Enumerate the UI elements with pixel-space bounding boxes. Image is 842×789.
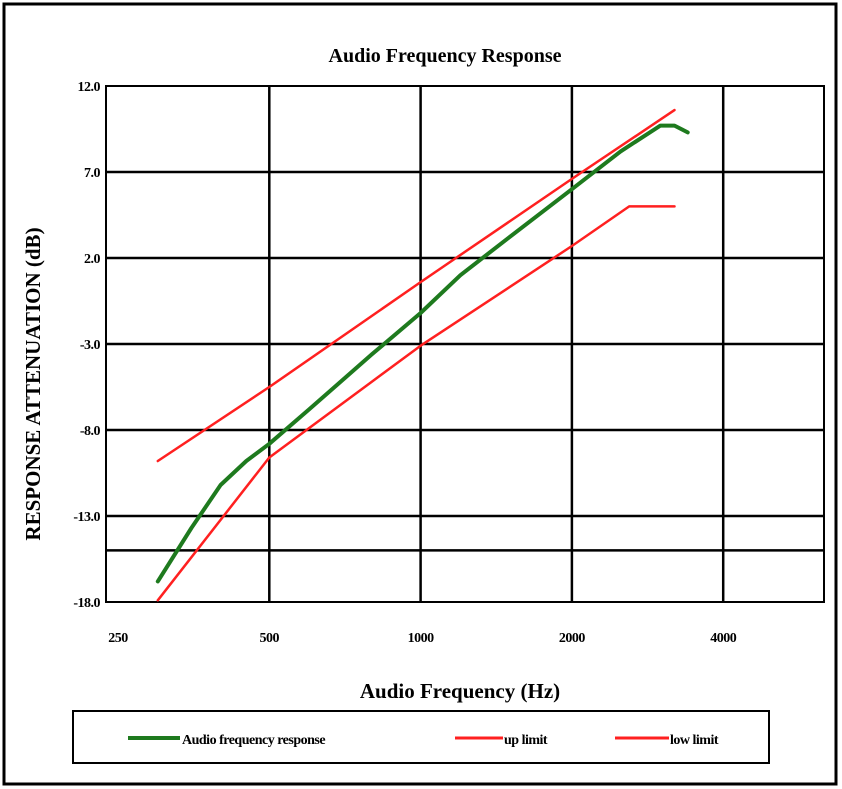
y-tick-labels: -18.0 -13.0 -8.0 -3.0 2.0 7.0 12.0 bbox=[73, 80, 101, 611]
y-axis-label: RESPONSE ATTENUATION (dB) bbox=[21, 227, 45, 540]
x-axis-label: Audio Frequency (Hz) bbox=[360, 679, 560, 703]
chart-title: Audio Frequency Response bbox=[329, 45, 562, 67]
series-layer bbox=[155, 108, 690, 602]
series-line-up-limit bbox=[156, 108, 676, 463]
x-tick-label: 1000 bbox=[408, 631, 435, 646]
y-tick-label: 12.0 bbox=[78, 80, 101, 95]
legend-box bbox=[72, 710, 770, 764]
legend-label-audio-frequency-response: Audio frequency response bbox=[182, 733, 325, 748]
x-tick-label: 500 bbox=[260, 631, 280, 646]
y-tick-label: -13.0 bbox=[73, 510, 100, 525]
legend-label-up-limit: up limit bbox=[504, 733, 548, 748]
series-line-audio-frequency-response bbox=[155, 123, 690, 584]
legend-label-low-limit: low limit bbox=[670, 733, 719, 748]
y-tick-label: -18.0 bbox=[73, 596, 100, 611]
x-tick-label: 4000 bbox=[710, 631, 737, 646]
y-tick-label: -8.0 bbox=[80, 424, 101, 439]
x-tick-labels: 250 500 1000 2000 4000 bbox=[108, 631, 737, 646]
plot-area bbox=[105, 85, 825, 603]
y-tick-label: 2.0 bbox=[84, 252, 101, 267]
y-tick-label: -3.0 bbox=[80, 338, 101, 353]
legend: Audio frequency response up limit low limi… bbox=[72, 710, 770, 764]
legend-items: Audio frequency response up limit low limi… bbox=[128, 733, 719, 748]
series-line-low-limit bbox=[156, 205, 676, 602]
grid bbox=[106, 86, 824, 602]
x-tick-label: 2000 bbox=[559, 631, 586, 646]
x-tick-label: 250 bbox=[108, 631, 128, 646]
y-tick-label: 7.0 bbox=[84, 166, 101, 181]
